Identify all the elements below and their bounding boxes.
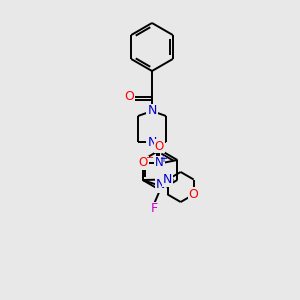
Text: −: − bbox=[146, 153, 154, 163]
Text: O: O bbox=[124, 91, 134, 103]
Text: N: N bbox=[147, 136, 157, 148]
Text: N: N bbox=[163, 173, 172, 186]
Text: O: O bbox=[139, 157, 148, 169]
Text: F: F bbox=[150, 202, 158, 215]
Text: O: O bbox=[189, 188, 199, 201]
Text: O: O bbox=[155, 140, 164, 152]
Text: N: N bbox=[147, 104, 157, 118]
Text: N: N bbox=[156, 178, 165, 191]
Text: N: N bbox=[155, 157, 164, 169]
Text: +: + bbox=[159, 154, 167, 164]
